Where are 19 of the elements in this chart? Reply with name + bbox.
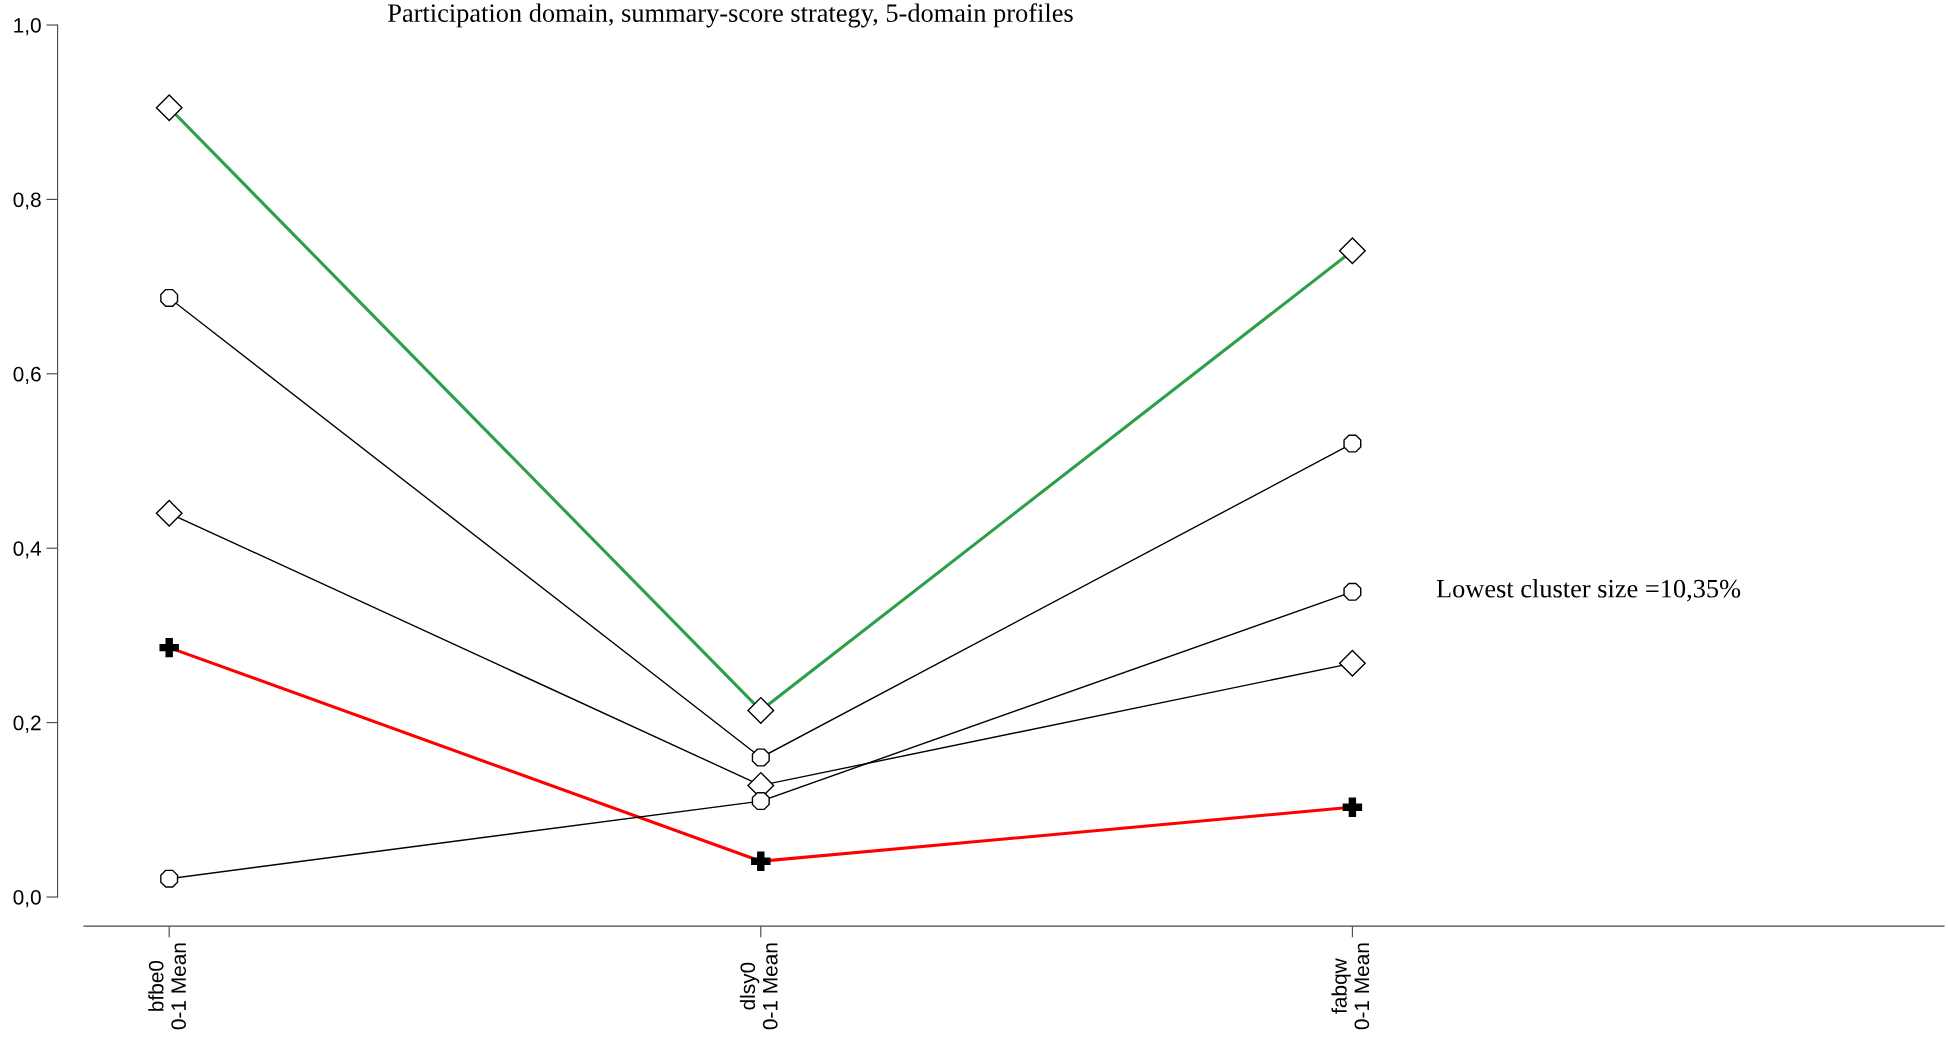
x-tick-label: bfbe0 0-1 Mean <box>148 943 186 1030</box>
chart-title: Participation domain, summary-score strategy, 5-domain profiles <box>388 3 1073 28</box>
point <box>751 748 770 767</box>
x-tick-label: dlsy0 0-1 Mean <box>739 943 778 1030</box>
point <box>1343 434 1362 453</box>
y-tick-label: 0,8 <box>13 192 41 210</box>
y-tick-label: 0,0 <box>13 890 41 908</box>
point <box>751 792 770 811</box>
annotation: Lowest cluster size =10,35% <box>1436 579 1741 602</box>
point <box>1343 582 1362 601</box>
point <box>1338 649 1366 677</box>
x-tick-label: fabqw 0-1 Mean <box>1331 943 1370 1030</box>
point <box>155 499 183 527</box>
y-tick-label: 1,0 <box>14 18 41 36</box>
y-tick-label: 0,4 <box>13 541 42 559</box>
point <box>160 288 179 307</box>
y-tick-label: 0,6 <box>13 366 41 385</box>
y-tick-label: 0,2 <box>13 715 41 733</box>
point <box>160 869 179 888</box>
